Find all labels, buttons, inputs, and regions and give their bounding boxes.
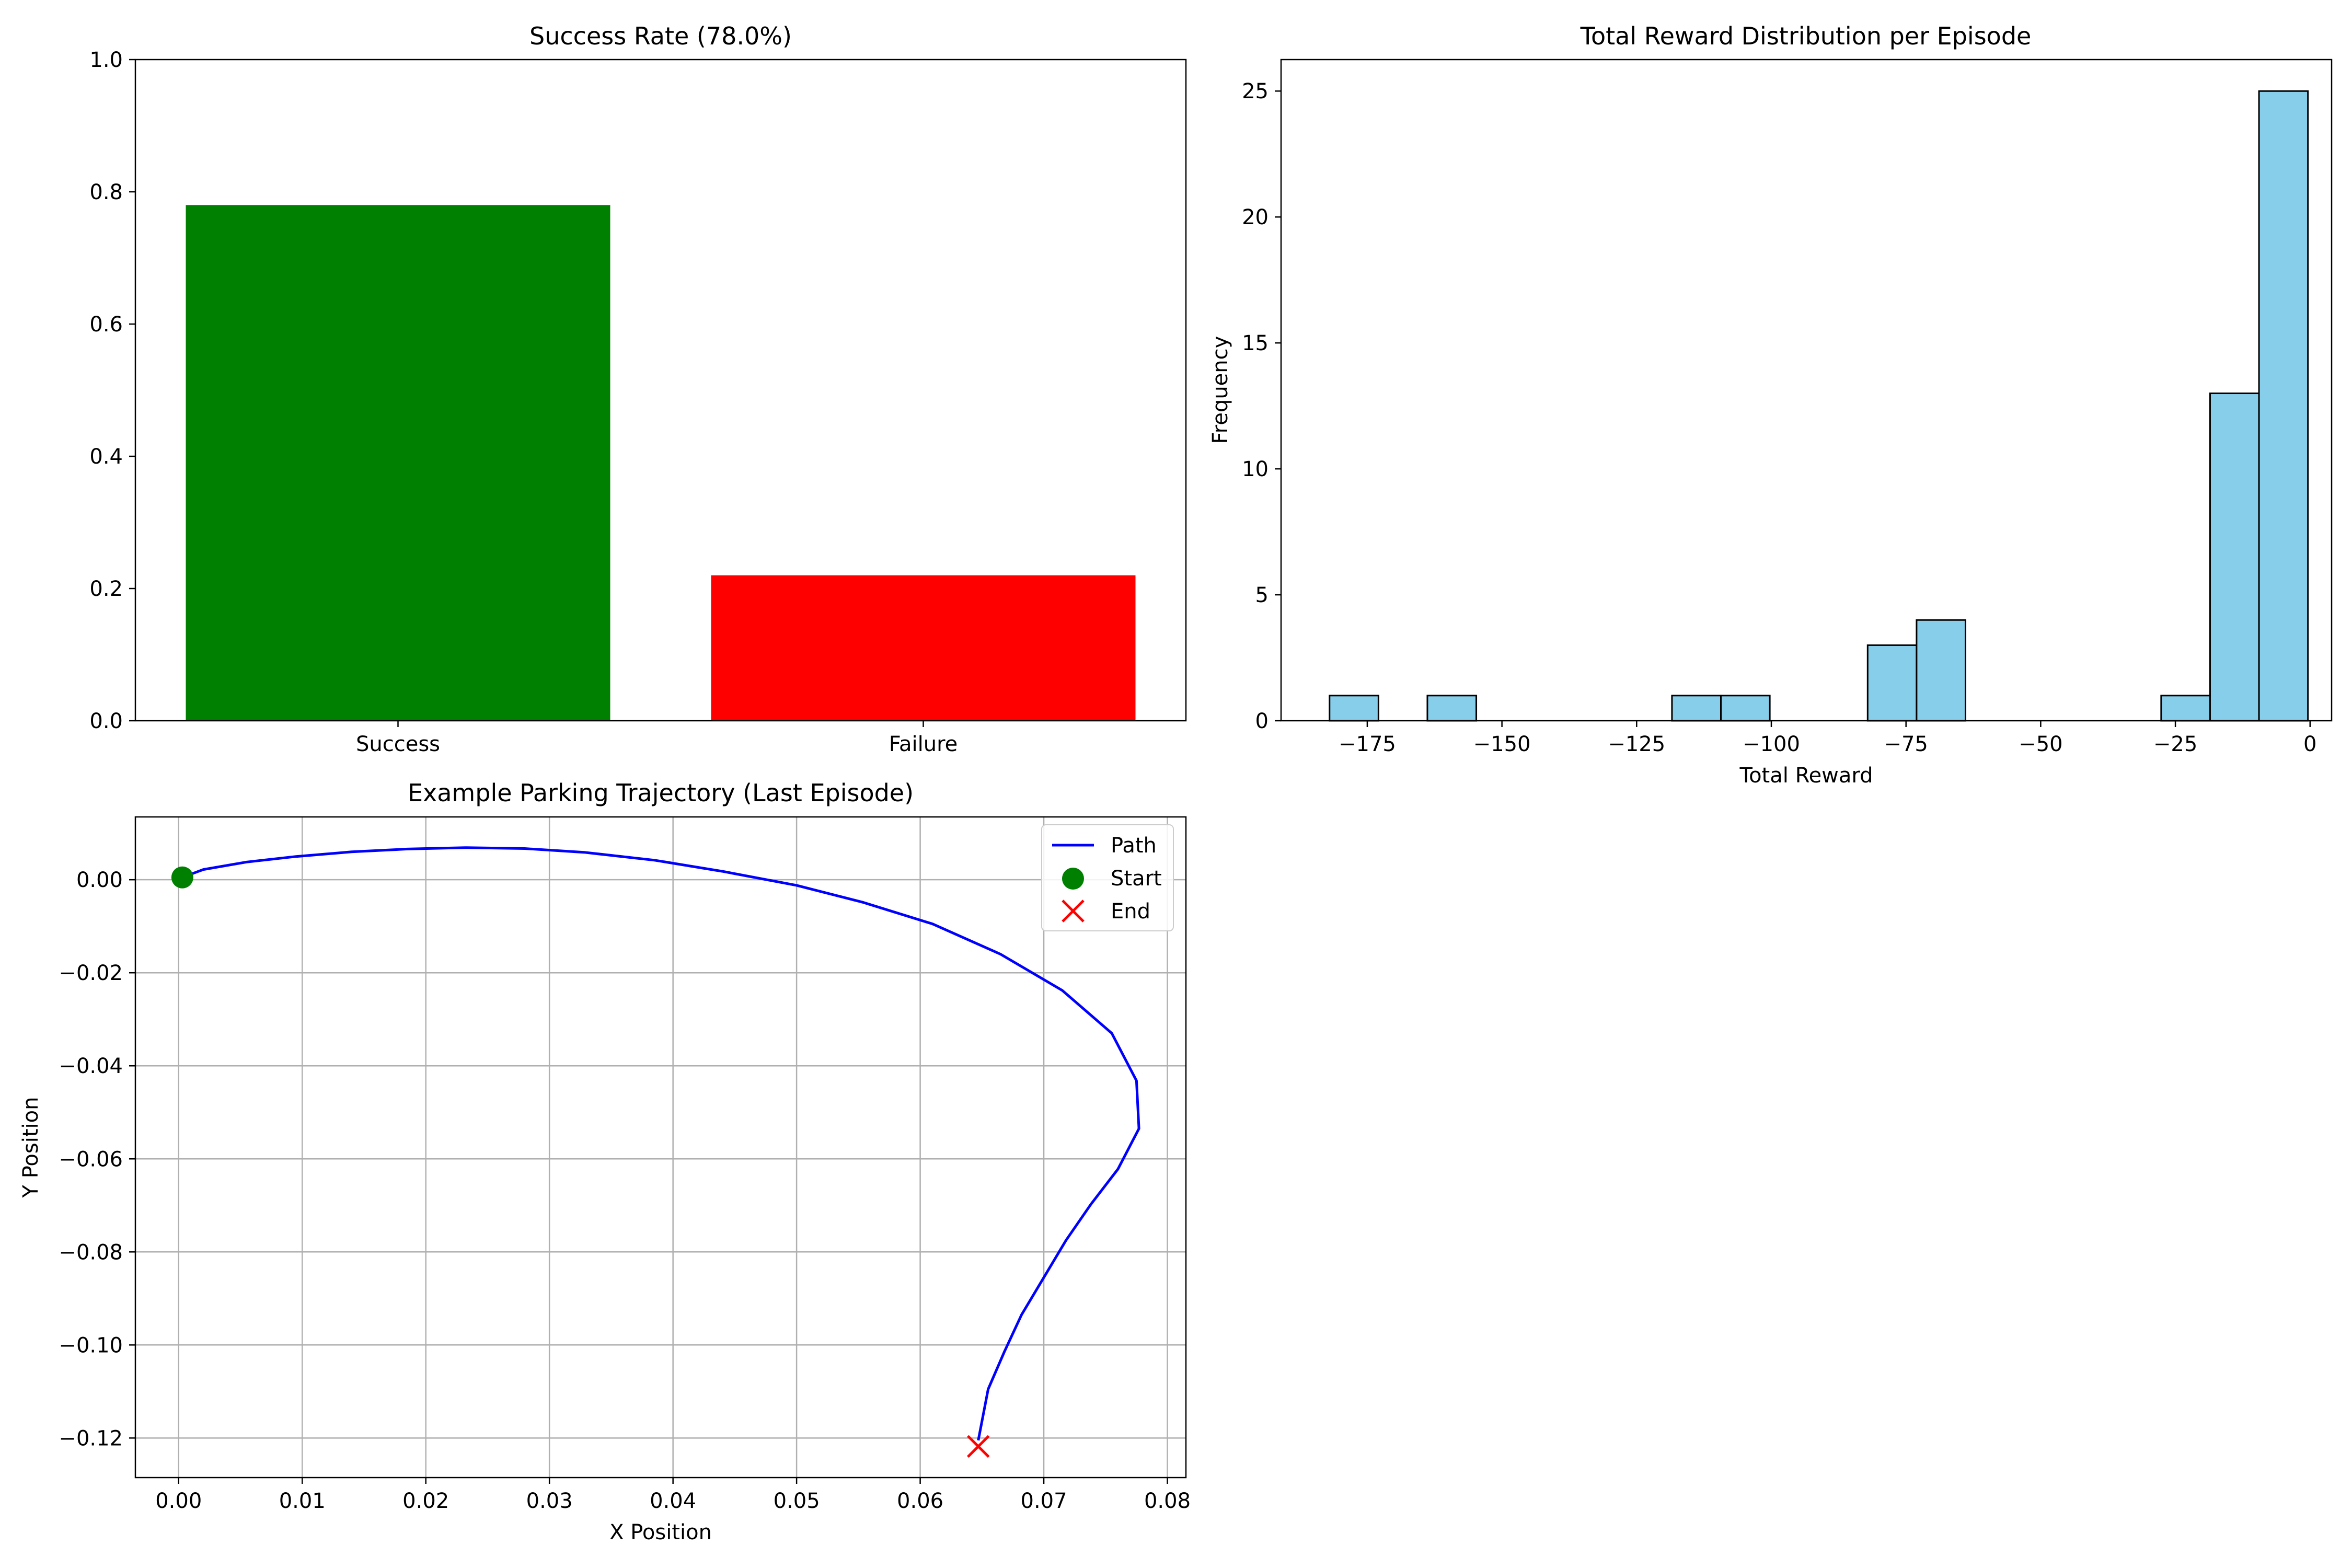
y-tick-label: 10 <box>1242 457 1269 481</box>
reward-histogram-y-label: Frequency <box>1208 336 1232 444</box>
reward-histogram-x-label: Total Reward <box>1739 764 1873 788</box>
success-rate-x-ticks: Success Failure <box>356 721 958 756</box>
x-tick-label: 0 <box>2303 732 2316 756</box>
y-tick-label: 0.4 <box>89 445 123 469</box>
success-rate-chart: Success Rate (78.0%) 0.00.20.40.60.81.0 … <box>89 22 1187 756</box>
trajectory-grid <box>135 817 1186 1478</box>
legend-start-label: Start <box>1111 867 1162 891</box>
legend-start-swatch <box>1062 868 1084 890</box>
y-tick-label: −0.02 <box>59 961 123 985</box>
y-tick-label: −0.06 <box>59 1147 123 1171</box>
x-tick-label: 0.07 <box>1021 1489 1067 1513</box>
y-tick-label: −0.04 <box>59 1054 123 1078</box>
x-tick-label: 0.01 <box>279 1489 326 1513</box>
histogram-bin <box>2160 695 2211 722</box>
success-rate-title: Success Rate (78.0%) <box>529 22 792 50</box>
trajectory-y-label: Y Position <box>19 1097 43 1198</box>
histogram-bin <box>1916 619 1966 722</box>
reward-histogram-title: Total Reward Distribution per Episode <box>1580 22 2032 50</box>
trajectory-markers <box>171 866 990 1458</box>
trajectory-axes-frame <box>134 816 1187 1479</box>
y-tick-label: 0.6 <box>89 313 123 337</box>
y-tick-label: 25 <box>1242 79 1269 103</box>
x-tick-label: 0.06 <box>897 1489 943 1513</box>
x-tick-label: −25 <box>2153 732 2197 756</box>
bar-failure <box>711 575 1136 721</box>
y-tick-label: −0.12 <box>59 1426 123 1450</box>
trajectory-x-label: X Position <box>609 1520 712 1544</box>
y-tick-label: 0.00 <box>76 868 123 892</box>
x-tick-label: 0.02 <box>402 1489 449 1513</box>
x-tick-label: 0.08 <box>1144 1489 1191 1513</box>
histogram-bin <box>2258 90 2309 722</box>
start-marker <box>171 866 193 889</box>
legend-end-swatch <box>1062 900 1085 923</box>
histogram-bin <box>1720 695 1771 722</box>
x-tick-label: 0.03 <box>526 1489 573 1513</box>
path-line <box>182 846 1140 1441</box>
reward-histogram-bars <box>1329 90 2309 722</box>
y-tick-label: −0.08 <box>59 1240 123 1264</box>
success-rate-y-ticks: 0.0 0.2 0.4 0.6 0.8 1.0 <box>89 48 135 733</box>
histogram-bin <box>1329 695 1379 722</box>
x-tick-label: 0.04 <box>650 1489 696 1513</box>
y-tick-label: 0.0 <box>89 709 123 733</box>
trajectory-y-ticks: 0.00 −0.02 −0.04 −0.06 −0.08 −0.10 −0.12 <box>59 868 135 1450</box>
x-tick-label: Success <box>356 732 440 756</box>
trajectory-x-ticks: 0.00 0.01 0.02 0.03 0.04 0.05 0.06 0.07 0.08 <box>155 1478 1191 1513</box>
y-tick-label: 20 <box>1242 205 1269 229</box>
histogram-bin <box>1426 695 1478 722</box>
x-tick-label: −75 <box>1884 732 1928 756</box>
reward-histogram-chart: Total Reward Distribution per Episode 0 5… <box>1208 22 2333 788</box>
end-marker <box>966 1435 990 1458</box>
x-tick-label: −150 <box>1473 732 1531 756</box>
reward-histogram-y-ticks: 0 5 10 15 20 25 <box>1242 79 1281 733</box>
y-tick-label: 0 <box>1255 709 1269 733</box>
histogram-bin <box>1671 695 1722 722</box>
y-tick-label: 0.8 <box>89 180 123 204</box>
legend-path-label: Path <box>1111 834 1157 858</box>
y-tick-label: 1.0 <box>89 48 123 72</box>
legend-end-label: End <box>1111 900 1150 924</box>
reward-histogram-x-ticks: −175 −150 −125 −100 −75 −50 −25 0 <box>1339 721 2316 756</box>
success-rate-bars <box>186 205 1136 721</box>
trajectory-legend: Path Start End <box>1041 824 1174 931</box>
x-tick-label: −125 <box>1608 732 1665 756</box>
success-rate-axes-frame <box>134 59 1187 722</box>
x-tick-label: −100 <box>1743 732 1800 756</box>
histogram-bin <box>2209 393 2260 722</box>
x-tick-label: −175 <box>1339 732 1396 756</box>
bar-success <box>186 205 610 721</box>
trajectory-chart: Example Parking Trajectory (Last Episode… <box>19 779 1191 1544</box>
y-tick-label: 15 <box>1242 331 1269 355</box>
y-tick-label: −0.10 <box>59 1333 123 1357</box>
trajectory-title: Example Parking Trajectory (Last Episode… <box>408 779 914 807</box>
legend-box <box>1041 824 1174 931</box>
x-tick-label: −50 <box>2019 732 2062 756</box>
y-tick-label: 0.2 <box>89 577 123 601</box>
y-tick-label: 5 <box>1255 583 1269 607</box>
trajectory-series <box>182 846 1140 1441</box>
x-tick-label: 0.05 <box>774 1489 820 1513</box>
histogram-bin <box>1866 644 1918 722</box>
x-tick-label: Failure <box>889 732 958 756</box>
x-tick-label: 0.00 <box>155 1489 202 1513</box>
reward-histogram-axes-frame <box>1280 59 2333 722</box>
